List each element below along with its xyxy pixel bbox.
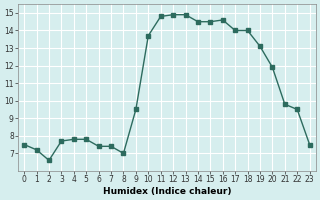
X-axis label: Humidex (Indice chaleur): Humidex (Indice chaleur)	[103, 187, 231, 196]
